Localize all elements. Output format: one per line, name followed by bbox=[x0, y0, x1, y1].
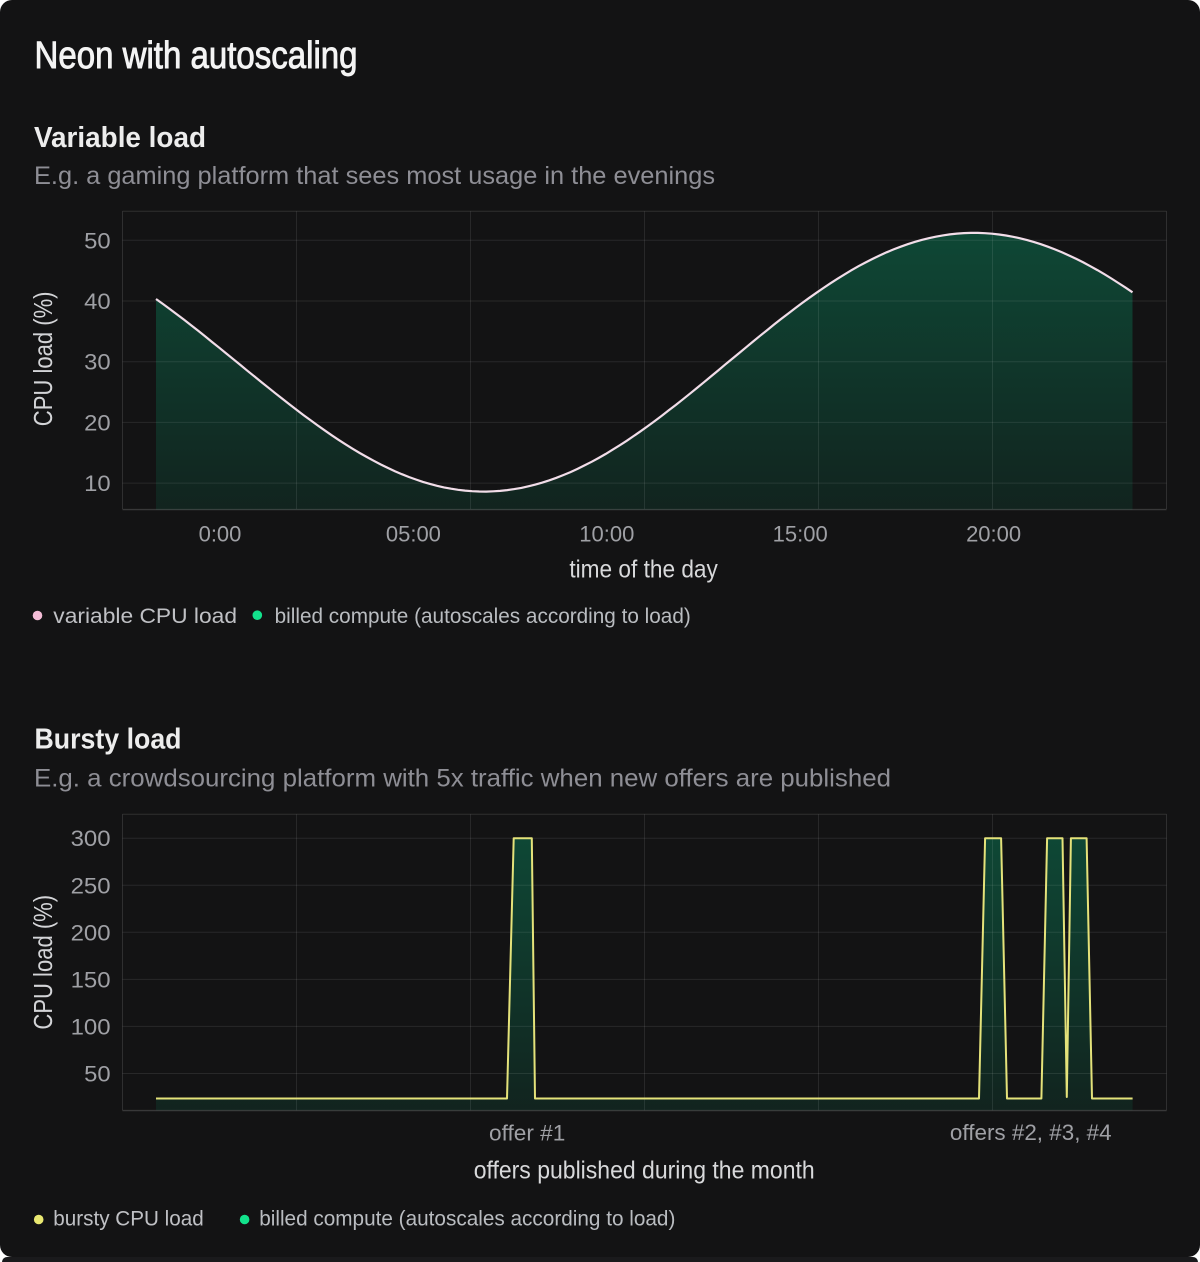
svg-text:Bursty load: Bursty load bbox=[35, 724, 182, 756]
svg-text:50: 50 bbox=[84, 228, 111, 253]
svg-text:E.g. a gaming platform that se: E.g. a gaming platform that sees most us… bbox=[34, 162, 715, 190]
svg-text:100: 100 bbox=[71, 1014, 111, 1039]
svg-text:50: 50 bbox=[84, 1062, 111, 1087]
svg-text:bursty CPU load: bursty CPU load bbox=[53, 1207, 203, 1231]
svg-text:40: 40 bbox=[84, 289, 111, 314]
svg-text:Neon with autoscaling: Neon with autoscaling bbox=[35, 35, 358, 77]
svg-text:time of the day: time of the day bbox=[569, 556, 718, 584]
svg-text:20: 20 bbox=[84, 410, 111, 435]
svg-text:20:00: 20:00 bbox=[966, 522, 1021, 547]
svg-text:offers #2, #3, #4: offers #2, #3, #4 bbox=[950, 1120, 1112, 1145]
svg-text:E.g. a crowdsourcing platform: E.g. a crowdsourcing platform with 5x tr… bbox=[34, 764, 891, 792]
svg-text:250: 250 bbox=[71, 873, 111, 898]
svg-text:CPU load (%): CPU load (%) bbox=[28, 895, 58, 1030]
svg-text:offer #1: offer #1 bbox=[489, 1121, 565, 1146]
svg-text:variable CPU load: variable CPU load bbox=[53, 604, 237, 628]
svg-text:CPU load (%): CPU load (%) bbox=[28, 292, 58, 427]
svg-text:0:00: 0:00 bbox=[199, 522, 242, 547]
svg-text:10: 10 bbox=[84, 471, 111, 496]
svg-text:300: 300 bbox=[71, 826, 111, 851]
svg-text:200: 200 bbox=[71, 920, 111, 945]
svg-text:150: 150 bbox=[71, 967, 111, 992]
svg-text:Variable load: Variable load bbox=[34, 122, 206, 154]
svg-text:offers published during the mo: offers published during the month bbox=[474, 1157, 815, 1185]
svg-text:10:00: 10:00 bbox=[579, 522, 634, 547]
svg-text:05:00: 05:00 bbox=[386, 522, 441, 547]
svg-text:billed compute (autoscales acc: billed compute (autoscales according to … bbox=[275, 604, 691, 628]
svg-text:billed compute (autoscales acc: billed compute (autoscales according to … bbox=[259, 1207, 675, 1231]
svg-text:15:00: 15:00 bbox=[773, 522, 828, 547]
svg-text:30: 30 bbox=[84, 350, 111, 375]
